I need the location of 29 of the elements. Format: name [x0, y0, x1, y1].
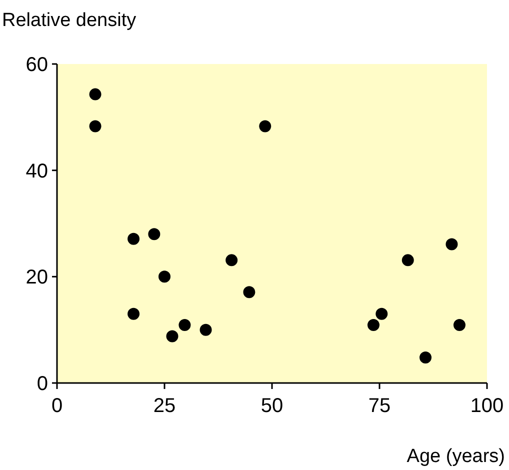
x-tick-label: 100 — [470, 395, 504, 417]
x-tick-label: 25 — [153, 395, 176, 417]
point — [259, 120, 272, 132]
x-axis-title: Age (years) — [406, 446, 505, 467]
y-tick-label: 40 — [26, 160, 48, 182]
point — [148, 228, 160, 240]
point — [446, 238, 458, 250]
point — [89, 120, 102, 132]
point — [453, 319, 466, 332]
point — [89, 88, 102, 100]
x-tick-label: 75 — [368, 395, 391, 417]
point — [243, 286, 256, 298]
x-tick-label: 50 — [260, 395, 284, 417]
point — [166, 330, 178, 342]
point — [376, 308, 388, 320]
y-tick-label: 60 — [26, 54, 48, 76]
point — [158, 270, 170, 283]
point — [200, 324, 212, 336]
point — [128, 308, 140, 320]
y-axis-title: Relative density — [2, 10, 137, 31]
point — [420, 351, 432, 364]
point — [178, 319, 191, 332]
point — [367, 319, 380, 332]
point — [402, 254, 414, 266]
point — [226, 254, 238, 266]
x-tick-label: 0 — [51, 395, 63, 417]
y-tick-label: 0 — [36, 373, 48, 395]
point — [128, 232, 140, 245]
y-tick-label: 20 — [26, 266, 48, 289]
